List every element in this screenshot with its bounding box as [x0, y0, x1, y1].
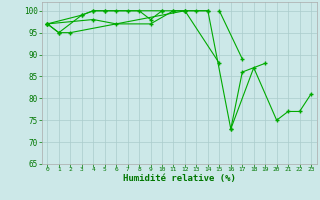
X-axis label: Humidité relative (%): Humidité relative (%) [123, 174, 236, 183]
